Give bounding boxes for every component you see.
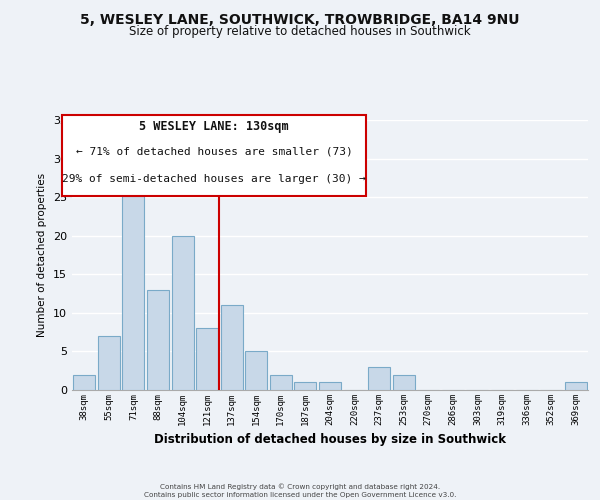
Bar <box>245 352 268 390</box>
Text: Size of property relative to detached houses in Southwick: Size of property relative to detached ho… <box>129 25 471 38</box>
Bar <box>147 290 169 390</box>
Bar <box>270 374 292 390</box>
Text: 29% of semi-detached houses are larger (30) →: 29% of semi-detached houses are larger (… <box>62 174 366 184</box>
Bar <box>73 374 95 390</box>
Bar <box>565 382 587 390</box>
Y-axis label: Number of detached properties: Number of detached properties <box>37 173 47 337</box>
Text: 5 WESLEY LANE: 130sqm: 5 WESLEY LANE: 130sqm <box>139 120 289 133</box>
Bar <box>392 374 415 390</box>
FancyBboxPatch shape <box>62 114 366 196</box>
Bar <box>221 305 243 390</box>
Text: 5, WESLEY LANE, SOUTHWICK, TROWBRIDGE, BA14 9NU: 5, WESLEY LANE, SOUTHWICK, TROWBRIDGE, B… <box>80 12 520 26</box>
Text: Contains HM Land Registry data © Crown copyright and database right 2024.
Contai: Contains HM Land Registry data © Crown c… <box>144 483 456 498</box>
Bar <box>122 174 145 390</box>
Bar <box>368 367 390 390</box>
X-axis label: Distribution of detached houses by size in Southwick: Distribution of detached houses by size … <box>154 434 506 446</box>
Bar <box>196 328 218 390</box>
Bar <box>98 336 120 390</box>
Text: ← 71% of detached houses are smaller (73): ← 71% of detached houses are smaller (73… <box>76 147 352 157</box>
Bar <box>172 236 194 390</box>
Bar <box>319 382 341 390</box>
Bar <box>295 382 316 390</box>
